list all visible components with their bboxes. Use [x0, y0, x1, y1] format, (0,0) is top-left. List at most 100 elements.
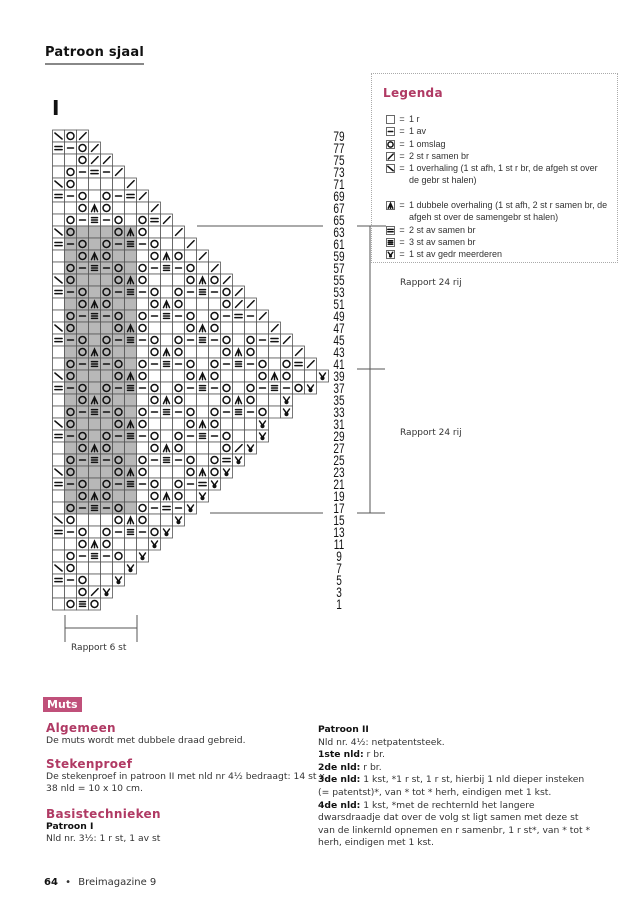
text-stekenproef: De stekenproef in patroon II met nld nr …: [46, 770, 325, 795]
yarn-over-cell: [64, 177, 77, 191]
p3tog-cell: [232, 405, 245, 419]
dash-icon: [386, 127, 395, 136]
knit-cell: [64, 297, 77, 311]
purl-cell: [64, 525, 77, 539]
yarn-over-cell: [280, 357, 293, 371]
knit-cell: [112, 345, 125, 359]
heading-stekenproef: Stekenproef: [46, 756, 133, 771]
purl-cell: [136, 333, 149, 347]
purl-cell: [76, 309, 89, 323]
knit-cell: [52, 501, 65, 515]
knit-cell: [196, 393, 209, 407]
yarn-over-cell: [112, 357, 125, 371]
row-number: 23: [333, 464, 344, 480]
knit-cell: [112, 297, 125, 311]
legend-text: 1 overhaling (1 st afh, 1 st r br, de af…: [409, 163, 598, 186]
knit-cell: [52, 297, 65, 311]
double-decrease-cell: [196, 369, 209, 383]
k2tog-cell: [124, 177, 137, 191]
slash-icon: [386, 152, 395, 161]
purl-cell: [208, 285, 221, 299]
knit-cell: [52, 213, 65, 227]
instruction-line: 4de nld: 1 kst, *met de rechternld het l…: [318, 800, 596, 850]
increase-cell: [256, 429, 269, 443]
knit-cell: [100, 177, 113, 191]
yarn-over-cell: [112, 513, 125, 527]
p3tog-cell: [160, 261, 173, 275]
row-number: 45: [333, 332, 344, 348]
p3tog-cell: [124, 285, 137, 299]
row-label: 3de nld:: [318, 774, 361, 786]
row-number: 69: [333, 188, 344, 204]
increase-cell: [112, 573, 125, 587]
yarn-over-cell: [100, 297, 113, 311]
row-number: 39: [333, 368, 344, 384]
purl-cell: [148, 405, 161, 419]
row-number: 47: [333, 320, 344, 336]
legend-title: Legenda: [383, 86, 443, 100]
legend-item: = 1 overhaling (1 st afh, 1 st r br, de a…: [386, 162, 609, 187]
knit-cell: [100, 513, 113, 527]
purl-cell: [64, 429, 77, 443]
text-patroon-1: Nld nr. 3½: 1 r st, 1 av st: [46, 833, 161, 845]
instruction-text: r br.: [360, 761, 382, 773]
purl-cell: [148, 453, 161, 467]
knit-cell: [244, 369, 257, 383]
purl-cell: [112, 381, 125, 395]
k2tog-cell: [100, 153, 113, 167]
knit-cell: [124, 549, 137, 563]
knit-cell: [172, 369, 185, 383]
chart-row: [52, 585, 113, 599]
purl-cell: [76, 357, 89, 371]
k2tog-cell: [268, 321, 281, 335]
yarn-over-cell: [112, 453, 125, 467]
knit-cell: [76, 369, 89, 383]
chart-row: [52, 345, 305, 359]
purl-cell: [76, 549, 89, 563]
legend-item: = 1 r: [386, 113, 609, 125]
k2tog-cell: [232, 285, 245, 299]
legend-box: Legenda = 1 r = 1 av = 1 omslag = 2 st r samen …: [371, 73, 618, 263]
knit-cell: [88, 333, 101, 347]
yarn-over-cell: [280, 369, 293, 383]
yarn-over-cell: [76, 585, 89, 599]
increase-cell: [100, 585, 113, 599]
yarn-over-cell: [64, 309, 77, 323]
yarn-over-cell: [220, 285, 233, 299]
p3tog-cell: [196, 285, 209, 299]
knit-cell: [196, 405, 209, 419]
knit-cell: [232, 321, 245, 335]
row-number: 1: [336, 596, 342, 612]
row-number: 27: [333, 440, 344, 456]
yarn-over-cell: [256, 369, 269, 383]
p2tog-cell: [52, 573, 65, 587]
section-badge-muts: Muts: [43, 697, 82, 712]
knit-cell: [88, 285, 101, 299]
chart-row: [52, 189, 149, 203]
k2tog-cell: [88, 585, 101, 599]
double-decrease-cell: [196, 273, 209, 287]
double-decrease-cell: [88, 201, 101, 215]
knit-cell: [52, 165, 65, 179]
knit-cell: [100, 369, 113, 383]
row-number: 71: [333, 176, 344, 192]
chart-label: I: [52, 96, 60, 120]
purl-cell: [172, 405, 185, 419]
knit-cell: [136, 489, 149, 503]
k2tog-cell: [88, 141, 101, 155]
yarn-over-cell: [76, 573, 89, 587]
yarn-over-cell: [220, 393, 233, 407]
chart-row: [52, 369, 329, 383]
rapport-rows-label-1: Rapport 24 rij: [400, 278, 462, 288]
page-title: Patroon sjaal: [45, 45, 145, 65]
yarn-over-cell: [100, 249, 113, 263]
knit-cell: [52, 549, 65, 563]
knit-cell: [268, 405, 281, 419]
yarn-over-cell: [136, 213, 149, 227]
knit-cell: [76, 513, 89, 527]
yarn-over-cell: [100, 429, 113, 443]
purl-cell: [184, 429, 197, 443]
chart-row: [52, 597, 101, 611]
knit-cell: [124, 453, 137, 467]
p2tog-cell: [52, 381, 65, 395]
